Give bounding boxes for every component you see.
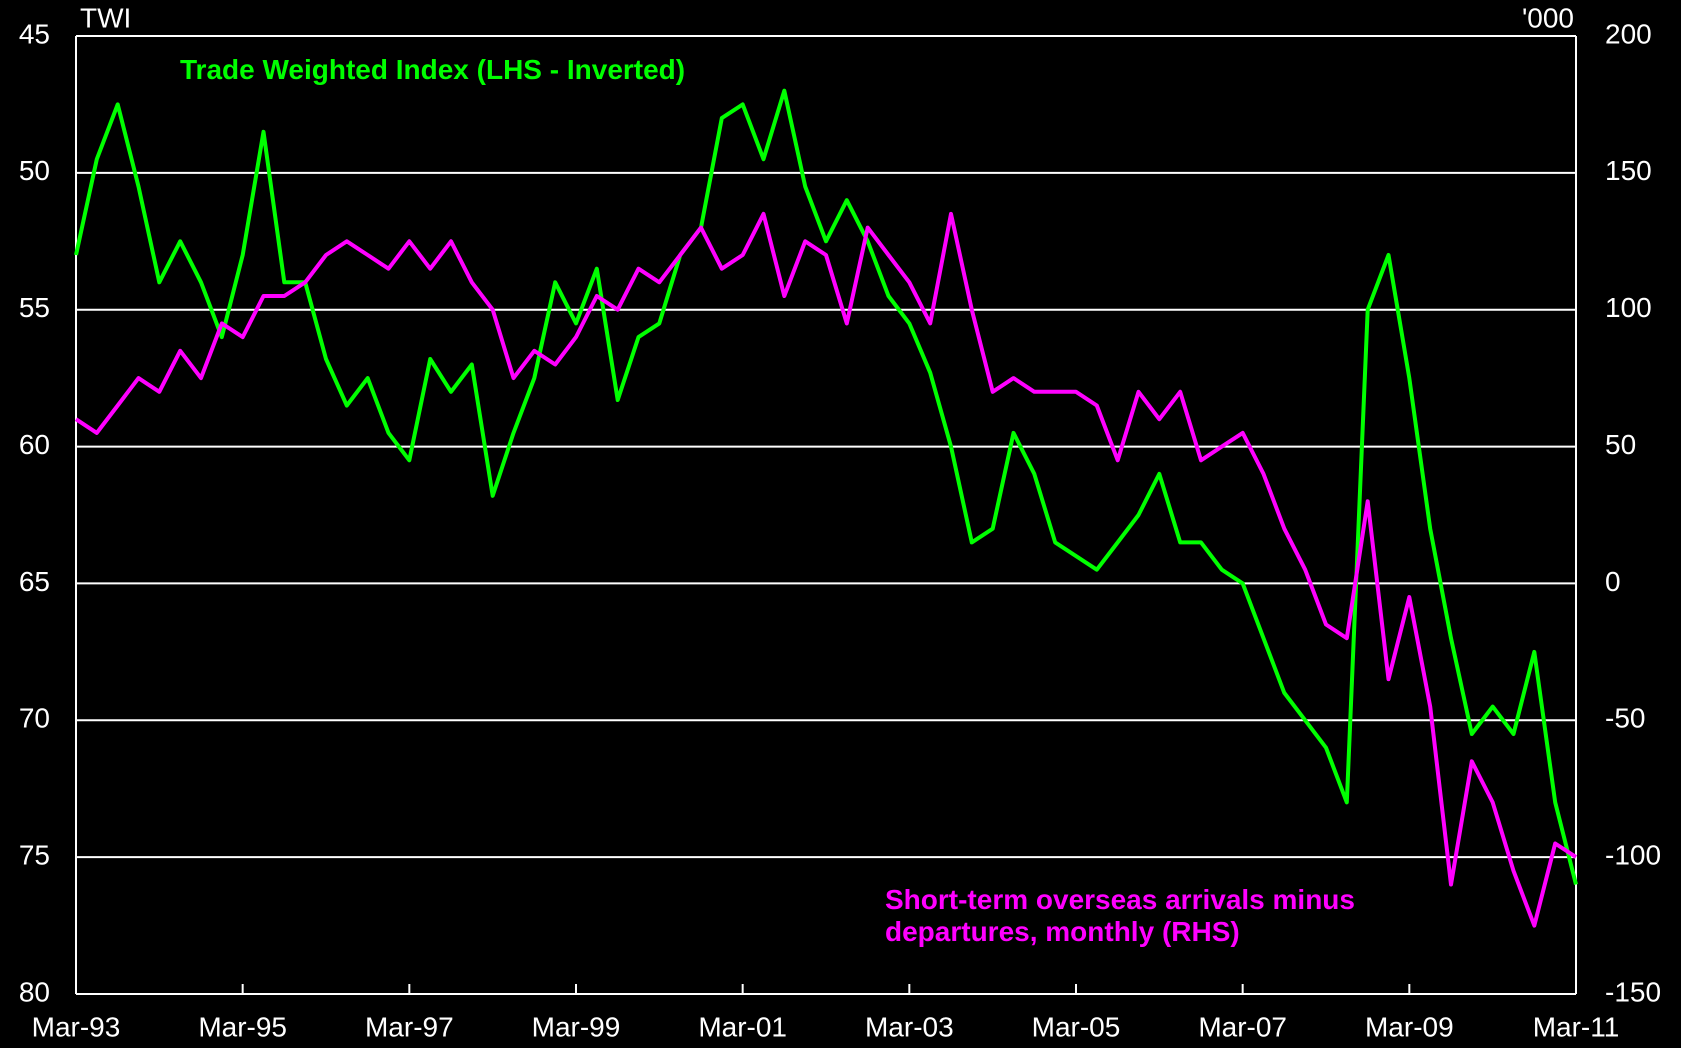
y2-axis-label: '000 [1522,2,1574,33]
x-tick-label: Mar-01 [698,1011,787,1042]
x-tick-label: Mar-05 [1032,1011,1121,1042]
y-tick-label: 65 [19,566,50,597]
y-tick-label: 50 [19,155,50,186]
y-tick-label: 70 [19,703,50,734]
y-tick-label: 80 [19,976,50,1007]
y2-tick-label: 150 [1605,155,1652,186]
x-tick-label: Mar-11 [1533,1011,1620,1042]
x-tick-label: Mar-03 [865,1011,954,1042]
y2-tick-label: -150 [1605,976,1661,1007]
y-tick-label: 75 [19,840,50,871]
x-tick-label: Mar-93 [32,1011,121,1042]
y-tick-label: 45 [19,18,50,49]
x-tick-label: Mar-95 [198,1011,287,1042]
y2-tick-label: -50 [1605,703,1645,734]
y2-tick-label: 50 [1605,429,1636,460]
y-tick-label: 55 [19,292,50,323]
y2-tick-label: 0 [1605,566,1621,597]
series-line [74,88,1578,885]
y-tick-label: 60 [19,429,50,460]
series-line [74,211,1578,928]
y2-tick-label: 200 [1605,18,1652,49]
y-axis-label: TWI [80,2,131,33]
x-tick-label: Mar-99 [532,1011,621,1042]
series-label: Trade Weighted Index (LHS - Inverted) [180,54,686,85]
y2-tick-label: -100 [1605,840,1661,871]
x-tick-label: Mar-07 [1198,1011,1287,1042]
x-tick-label: Mar-09 [1365,1011,1454,1042]
y2-tick-label: 100 [1605,292,1652,323]
series-label: Short-term overseas arrivals minus depar… [885,884,1355,947]
x-tick-label: Mar-97 [365,1011,454,1042]
